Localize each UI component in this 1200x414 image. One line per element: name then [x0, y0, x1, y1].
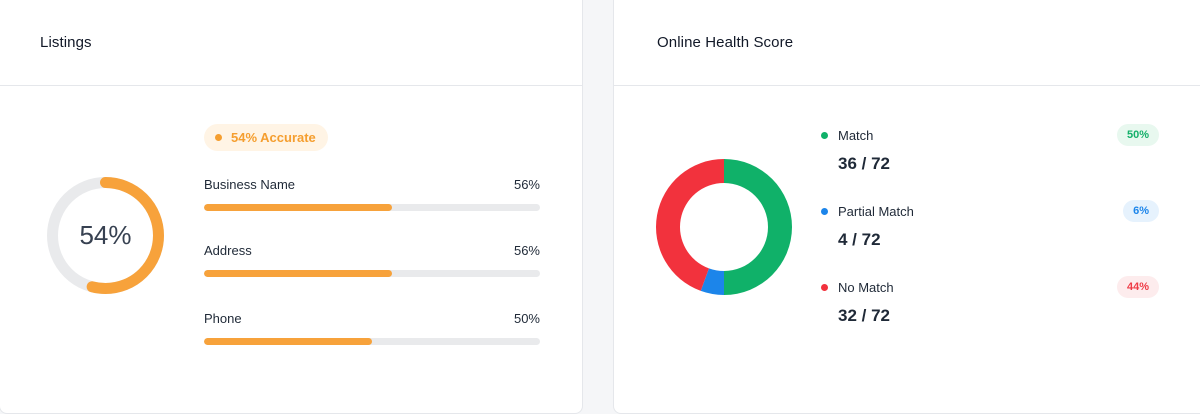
health-score-card: Online Health Score Match 50% 36 / 72 Pa… [613, 0, 1200, 414]
metric-phone: Phone 50% [204, 310, 540, 345]
no-match-dot-icon [821, 283, 828, 291]
legend-match: Match 50% 36 / 72 [821, 124, 1159, 174]
legend-label: Match [838, 127, 874, 143]
metric-progress-fill [204, 204, 393, 211]
metric-label: Phone [204, 311, 242, 326]
match-dot-icon [821, 131, 828, 139]
metric-progress-fill [204, 270, 393, 277]
accuracy-percent: 54% [79, 220, 132, 250]
legend-percent-badge: 6% [1123, 200, 1159, 222]
partial-match-dot-icon [821, 207, 828, 215]
accuracy-gauge: 54% [45, 175, 166, 296]
donut-slice-partial-match [700, 268, 724, 295]
donut-slice-no-match [656, 159, 724, 291]
listings-title: Listings [40, 34, 92, 51]
metric-address: Address 56% [204, 242, 540, 277]
health-score-title: Online Health Score [657, 34, 794, 51]
listings-card: Listings 54% 54% Accurate Business Name … [0, 0, 583, 414]
metric-value: 56% [513, 243, 540, 258]
accuracy-badge: 54% Accurate [204, 124, 328, 151]
legend-count: 4 / 72 [838, 230, 881, 249]
accuracy-gauge-ring [47, 177, 164, 294]
listings-header: Listings [0, 0, 582, 86]
metric-progress-track [204, 204, 540, 211]
metric-business-name: Business Name 56% [204, 176, 540, 211]
legend-count: 36 / 72 [838, 154, 890, 173]
legend-percent-badge: 44% [1116, 276, 1159, 298]
health-score-header: Online Health Score [614, 0, 1200, 86]
legend-label: Partial Match [838, 203, 914, 219]
health-donut-svg [656, 159, 792, 295]
metric-progress-fill [204, 338, 372, 345]
legend-percent-badge: 50% [1116, 124, 1159, 146]
accuracy-badge-label: 54% Accurate [231, 130, 316, 145]
metric-value: 56% [513, 177, 540, 192]
metric-progress-track [204, 338, 540, 345]
legend-count: 32 / 72 [838, 306, 890, 325]
legend-label: No Match [838, 279, 894, 295]
legend-no-match: No Match 44% 32 / 72 [821, 276, 1159, 326]
badge-dot-icon [215, 134, 222, 141]
health-donut-chart [656, 159, 792, 295]
donut-slice-match [724, 159, 792, 295]
metric-label: Business Name [204, 177, 296, 192]
metric-label: Address [204, 243, 252, 258]
metric-value: 50% [513, 311, 540, 326]
metric-progress-track [204, 270, 540, 277]
legend-partial-match: Partial Match 6% 4 / 72 [821, 200, 1159, 250]
